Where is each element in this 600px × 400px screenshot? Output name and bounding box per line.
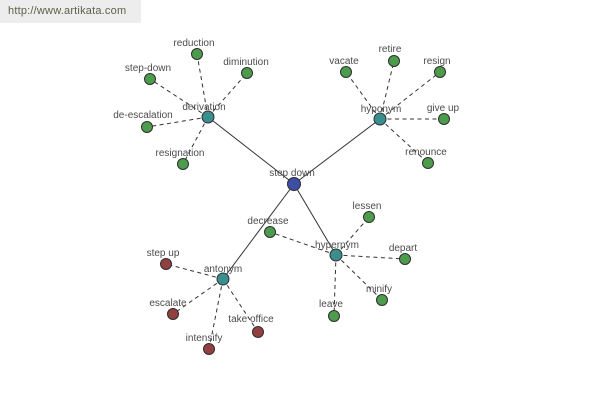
node-label-green-resign[interactable]: resign: [423, 56, 450, 67]
node-label-green-depart[interactable]: depart: [389, 243, 418, 254]
node-green-step-down[interactable]: [144, 73, 156, 85]
node-hub-antonym[interactable]: [216, 272, 230, 286]
edges-layer: [146, 53, 444, 350]
edge-center-derivation: [207, 116, 295, 185]
node-green-reduction[interactable]: [191, 48, 203, 60]
node-label-green-minify[interactable]: minify: [366, 284, 392, 295]
node-green-give-up[interactable]: [438, 113, 450, 125]
node-label-green-diminution[interactable]: diminution: [223, 57, 269, 68]
labels-layer: step down derivation hyponym hypernym antony…: [113, 38, 459, 344]
edge-antonym-step-up: [165, 263, 224, 280]
edge-derivation-reduction: [196, 53, 209, 118]
node-label-red-escalate[interactable]: escalate: [149, 298, 187, 309]
node-red-escalate[interactable]: [167, 308, 179, 320]
node-label-green-leave[interactable]: leave: [319, 299, 343, 310]
node-label-green-step-down[interactable]: step-down: [125, 63, 171, 74]
node-label-green-reduction[interactable]: reduction: [173, 38, 214, 49]
node-label-hub-derivation[interactable]: derivation: [182, 102, 225, 113]
node-label-green-resignation[interactable]: resignation: [156, 148, 205, 159]
node-green-minify[interactable]: [376, 294, 388, 306]
node-green-renounce[interactable]: [422, 157, 434, 169]
node-green-diminution[interactable]: [241, 67, 253, 79]
node-label-hub-antonym[interactable]: antonym: [204, 264, 242, 275]
node-green-lessen[interactable]: [363, 211, 375, 223]
edge-derivation-resignation: [182, 116, 209, 165]
node-label-green-vacate[interactable]: vacate: [329, 56, 359, 67]
node-label-green-retire[interactable]: retire: [379, 44, 402, 55]
node-label-red-take-office[interactable]: take office: [228, 314, 274, 325]
node-green-de-escalation[interactable]: [141, 121, 153, 133]
nodes-layer: [141, 48, 450, 355]
node-red-intensify[interactable]: [203, 343, 215, 355]
edge-hypernym-leave: [333, 254, 337, 317]
edge-hypernym-minify: [335, 254, 383, 301]
edge-derivation-de-escalation: [146, 116, 209, 128]
edge-center-hypernym: [293, 183, 337, 256]
node-hub-derivation[interactable]: [201, 110, 215, 124]
edge-center-hyponym: [293, 118, 381, 185]
node-green-resignation[interactable]: [177, 158, 189, 170]
node-label-green-renounce[interactable]: renounce: [405, 147, 447, 158]
node-red-step-up[interactable]: [160, 258, 172, 270]
node-label-green-de-escalation[interactable]: de-escalation: [113, 110, 172, 121]
node-label-hub-hypernym[interactable]: hypernym: [315, 240, 359, 251]
node-label-green-give-up[interactable]: give up: [427, 103, 460, 114]
edge-center-antonym: [222, 183, 295, 280]
node-green-retire[interactable]: [388, 55, 400, 67]
edge-hypernym-depart: [335, 254, 406, 260]
edge-antonym-take-office: [222, 278, 259, 333]
node-green-vacate[interactable]: [340, 66, 352, 78]
node-label-red-intensify[interactable]: intensify: [186, 333, 223, 344]
edge-hyponym-resign: [379, 71, 441, 120]
node-label-center-center[interactable]: step down: [269, 168, 315, 179]
node-hub-hyponym[interactable]: [373, 112, 387, 126]
node-green-depart[interactable]: [399, 253, 411, 265]
node-red-take-office[interactable]: [252, 326, 264, 338]
node-green-leave[interactable]: [328, 310, 340, 322]
edge-hypernym-lessen: [335, 216, 370, 256]
node-label-green-lessen[interactable]: lessen: [353, 201, 382, 212]
node-label-hub-hyponym[interactable]: hyponym: [361, 104, 402, 115]
edge-derivation-diminution: [207, 72, 248, 118]
edge-antonym-escalate: [172, 278, 224, 315]
edge-hyponym-vacate: [345, 71, 381, 120]
url-banner: http://www.artikata.com: [0, 0, 141, 23]
node-label-red-step-up[interactable]: step up: [147, 248, 180, 259]
node-hub-hypernym[interactable]: [329, 248, 343, 262]
edge-hyponym-renounce: [379, 118, 429, 164]
edge-hyponym-retire: [379, 60, 395, 120]
node-green-resign[interactable]: [434, 66, 446, 78]
node-center-center[interactable]: [287, 177, 301, 191]
node-label-green-decrease[interactable]: decrease: [247, 216, 289, 227]
node-green-decrease[interactable]: [264, 226, 276, 238]
